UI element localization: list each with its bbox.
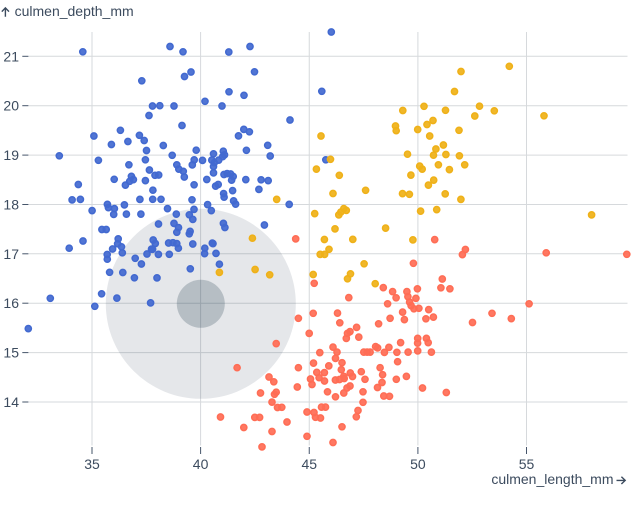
svg-text:20: 20 [3,98,19,114]
svg-text:14: 14 [3,394,19,410]
svg-text:culmen_depth_mm: culmen_depth_mm [15,3,134,19]
svg-text:40: 40 [193,456,209,472]
svg-text:55: 55 [519,456,535,472]
svg-text:50: 50 [410,456,426,472]
svg-text:18: 18 [3,197,19,213]
svg-text:15: 15 [3,345,19,361]
svg-text:19: 19 [3,147,19,163]
svg-text:45: 45 [301,456,317,472]
svg-text:culmen_length_mm: culmen_length_mm [491,471,613,487]
svg-text:35: 35 [84,456,100,472]
svg-text:16: 16 [3,295,19,311]
svg-text:17: 17 [3,246,19,262]
svg-text:21: 21 [3,48,19,64]
